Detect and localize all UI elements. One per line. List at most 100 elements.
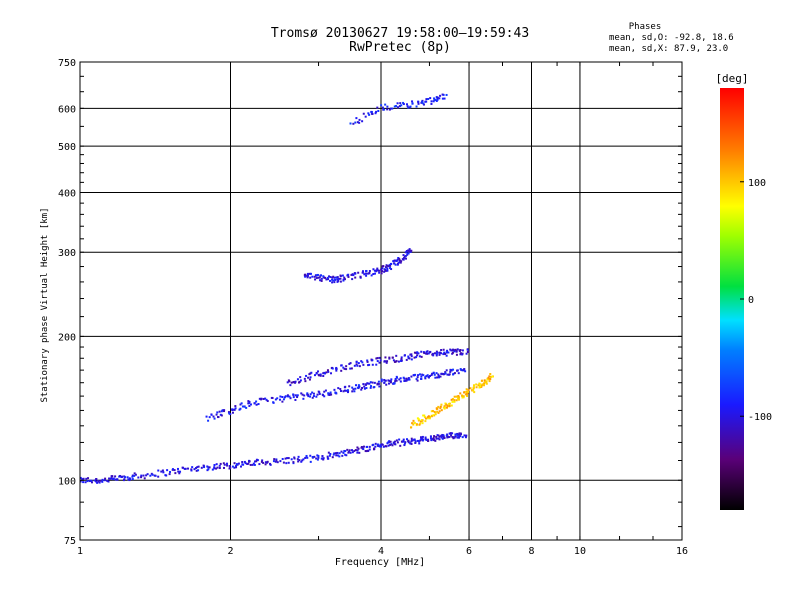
data-point — [410, 249, 413, 252]
data-point — [388, 379, 391, 382]
colorbar-tick-label: -100 — [748, 412, 772, 423]
data-point — [440, 352, 443, 355]
data-point — [466, 350, 469, 353]
data-point — [420, 438, 423, 441]
data-point — [472, 384, 475, 387]
data-point — [346, 448, 349, 451]
data-point — [451, 436, 454, 439]
data-point — [440, 409, 443, 412]
data-point — [255, 458, 258, 461]
data-point — [427, 439, 430, 442]
data-point — [372, 273, 375, 276]
data-point — [403, 377, 406, 380]
phases-o-stats: mean, sd,O: -92.8, 18.6 — [609, 33, 734, 43]
data-point — [354, 387, 357, 390]
data-point — [351, 386, 354, 389]
data-point — [273, 458, 276, 461]
data-point — [417, 352, 420, 355]
data-point — [303, 377, 306, 380]
data-point — [356, 386, 359, 389]
data-point — [412, 374, 415, 377]
data-point — [451, 351, 454, 354]
data-point — [442, 353, 445, 356]
data-point — [392, 260, 395, 263]
data-point — [453, 400, 456, 403]
data-point — [491, 375, 494, 378]
data-point — [453, 395, 456, 398]
data-point — [419, 436, 422, 439]
data-point — [361, 120, 364, 123]
data-point — [376, 106, 379, 109]
data-point — [461, 353, 464, 356]
y-tick-label: 400 — [58, 188, 76, 199]
data-point — [389, 263, 392, 266]
data-point — [376, 360, 379, 363]
data-point — [415, 423, 418, 426]
data-point — [437, 405, 440, 408]
data-point — [423, 351, 426, 354]
x-tick-label: 16 — [676, 546, 688, 557]
data-point — [411, 422, 414, 425]
data-point — [361, 271, 364, 274]
data-point — [477, 384, 480, 387]
data-point — [309, 276, 312, 279]
data-point — [343, 389, 346, 392]
data-point — [296, 378, 299, 381]
data-point — [426, 417, 429, 420]
data-point — [347, 391, 350, 394]
data-point — [407, 249, 410, 252]
data-point — [96, 481, 99, 484]
data-point — [348, 385, 351, 388]
data-point — [344, 450, 347, 453]
data-point — [294, 398, 297, 401]
data-point — [338, 455, 341, 458]
data-point — [370, 274, 373, 277]
data-point — [123, 478, 126, 481]
data-point — [375, 363, 378, 366]
data-point — [247, 400, 250, 403]
data-point — [408, 378, 411, 381]
data-point — [196, 466, 199, 469]
data-point — [228, 412, 231, 415]
data-point — [253, 463, 256, 466]
data-point — [233, 462, 236, 465]
data-point — [220, 414, 223, 417]
data-point — [206, 465, 209, 468]
data-point — [379, 443, 382, 446]
data-point — [322, 394, 325, 397]
data-point — [418, 373, 421, 376]
data-point — [429, 416, 432, 419]
data-point — [394, 379, 397, 382]
data-point — [248, 404, 251, 407]
data-point — [385, 264, 388, 267]
data-point — [191, 466, 194, 469]
data-point — [271, 396, 274, 399]
data-point — [377, 109, 380, 112]
data-point — [228, 464, 231, 467]
data-point — [296, 396, 299, 399]
data-point — [402, 103, 405, 106]
data-point — [340, 450, 343, 453]
data-point — [82, 481, 85, 484]
data-point — [252, 462, 255, 465]
data-point — [354, 449, 357, 452]
data-point — [444, 353, 447, 356]
data-point — [336, 451, 339, 454]
data-point — [333, 276, 336, 279]
data-point — [223, 463, 226, 466]
colorbar-tick-label: 100 — [748, 178, 766, 189]
data-point — [328, 275, 331, 278]
data-point — [445, 406, 448, 409]
data-point — [177, 470, 180, 473]
data-point — [311, 455, 314, 458]
data-point — [380, 268, 383, 271]
data-point — [208, 416, 211, 419]
data-point — [395, 375, 398, 378]
data-point — [114, 475, 117, 478]
data-point — [365, 274, 368, 277]
data-point — [445, 403, 448, 406]
data-point — [109, 477, 112, 480]
data-point — [311, 391, 314, 394]
data-point — [393, 441, 396, 444]
data-point — [386, 105, 389, 108]
